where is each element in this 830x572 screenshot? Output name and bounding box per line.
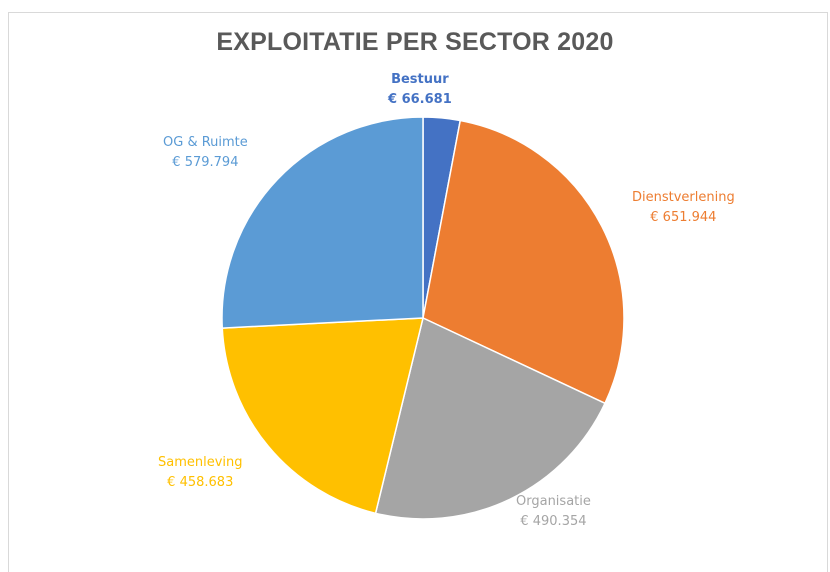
label-og-ruimte: OG & Ruimte € 579.794 — [163, 133, 248, 173]
category-label: Dienstverlening — [632, 190, 735, 205]
category-label: OG & Ruimte — [163, 135, 248, 150]
value-label: € 66.681 — [388, 92, 452, 107]
slice-og-ruimte — [221, 116, 424, 329]
value-label: € 651.944 — [650, 210, 717, 225]
slice-organisatie — [374, 316, 606, 520]
label-samenleving: Samenleving € 458.683 — [158, 453, 243, 493]
category-label: Bestuur — [391, 72, 449, 87]
label-dienstverlening: Dienstverlening € 651.944 — [632, 188, 735, 228]
category-label: Organisatie — [516, 494, 591, 509]
label-organisatie: Organisatie € 490.354 — [516, 492, 591, 532]
category-label: Samenleving — [158, 455, 243, 470]
label-bestuur: Bestuur € 66.681 — [388, 70, 452, 110]
value-label: € 458.683 — [167, 475, 234, 490]
value-label: € 579.794 — [172, 155, 239, 170]
chart-title: EXPLOITATIE PER SECTOR 2020 — [216, 28, 614, 56]
value-label: € 490.354 — [520, 514, 587, 529]
slice-samenleving — [221, 317, 424, 515]
slice-dienstverlening — [422, 119, 625, 405]
